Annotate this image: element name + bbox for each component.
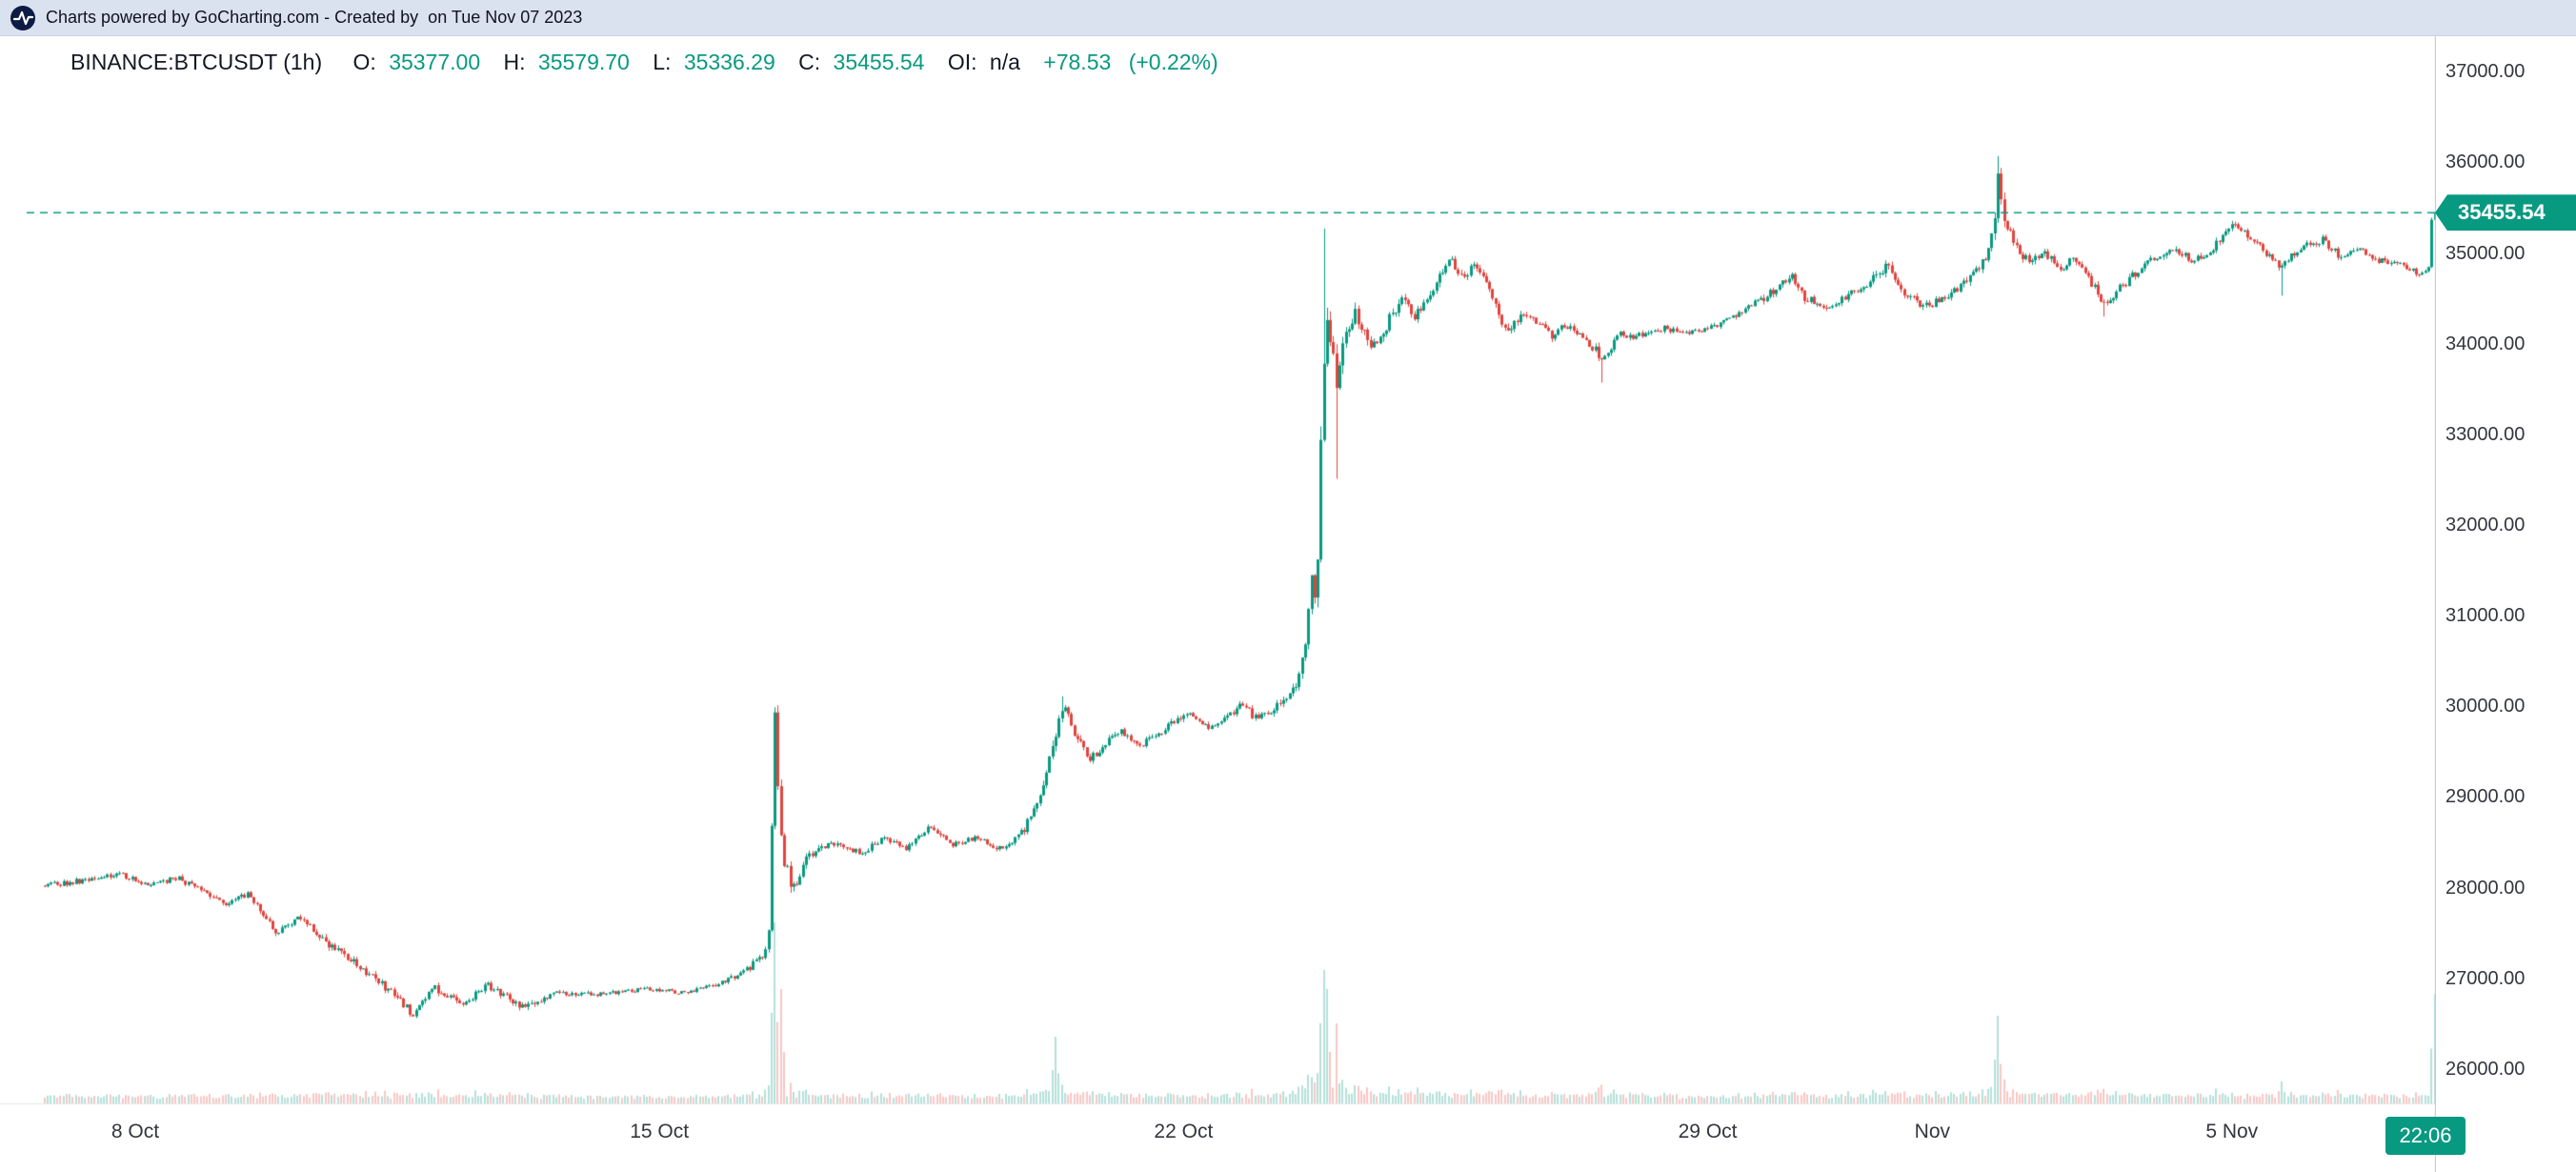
price-axis-label: 28000.00: [2445, 877, 2526, 899]
price-axis-label: 30000.00: [2445, 696, 2526, 717]
time-axis-label: 8 Oct: [111, 1121, 160, 1142]
open-interest-value: n/a: [989, 50, 1020, 74]
price-axis-label: 32000.00: [2445, 514, 2526, 535]
change-value: +78.53: [1043, 50, 1112, 74]
price-axis-label: 31000.00: [2445, 605, 2526, 627]
price-axis-label: 33000.00: [2445, 423, 2526, 445]
last-price-tag: 35455.54: [2435, 194, 2576, 232]
current-time-value: 22:06: [2399, 1123, 2452, 1147]
high-value: 35579.70: [537, 50, 630, 74]
price-axis-label: 27000.00: [2445, 967, 2526, 989]
time-axis-label: 29 Oct: [1678, 1121, 1738, 1142]
low-label: L:: [653, 50, 672, 74]
open-interest-label: OI:: [947, 50, 977, 74]
change-percent: (+0.22%): [1128, 50, 1218, 74]
high-label: H:: [503, 50, 526, 74]
ohlc-header: BINANCE:BTCUSDT (1h) O: 35377.00 H: 3557…: [70, 50, 1230, 75]
last-price-value: 35455.54: [2458, 200, 2546, 225]
open-label: O:: [352, 50, 376, 74]
time-axis-label: 22 Oct: [1154, 1121, 1214, 1142]
low-value: 35336.29: [683, 50, 775, 74]
price-axis-label: 29000.00: [2445, 786, 2526, 808]
symbol-label: BINANCE:BTCUSDT (1h): [70, 50, 323, 74]
price-axis-label: 37000.00: [2445, 61, 2526, 83]
price-axis-label: 26000.00: [2445, 1058, 2526, 1080]
close-label: C:: [798, 50, 821, 74]
time-axis[interactable]: 8 Oct 15 Oct 22 Oct 29 Oct Nov 5 Nov: [0, 1113, 2435, 1172]
current-time-tag: 22:06: [2385, 1117, 2465, 1155]
time-axis-label: 15 Oct: [630, 1121, 690, 1142]
time-axis-label: Nov: [1914, 1121, 1951, 1142]
time-axis-label: 5 Nov: [2205, 1121, 2259, 1142]
open-value: 35377.00: [389, 50, 481, 74]
price-axis-label: 36000.00: [2445, 152, 2526, 173]
close-value: 35455.54: [833, 50, 925, 74]
price-axis-label: 34000.00: [2445, 333, 2526, 354]
price-axis-label: 35000.00: [2445, 242, 2526, 264]
